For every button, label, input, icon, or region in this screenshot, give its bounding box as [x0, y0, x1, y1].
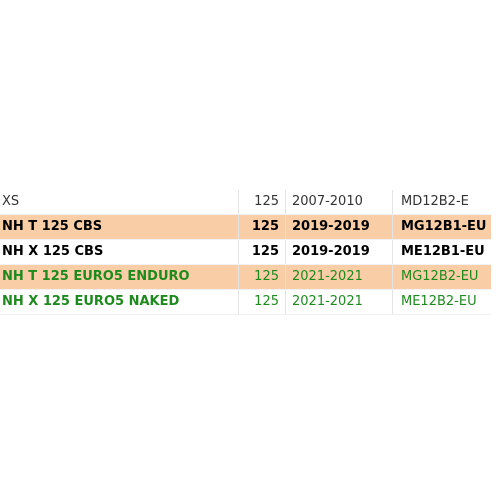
displacement: 125: [238, 239, 286, 265]
model-name: NH X 125 CBS: [0, 239, 239, 265]
table-row[interactable]: XS 125 2007-2010 MD12B2-E: [0, 190, 491, 215]
model-name: NH T 125 CBS: [0, 214, 239, 240]
table-row[interactable]: NH T 125 CBS 125 2019-2019 MG12B1-EU: [0, 214, 491, 240]
model-code: MG12B1-EU: [392, 214, 491, 240]
model-code: ME12B2-EU: [392, 289, 491, 315]
displacement: 125: [238, 289, 286, 315]
years: 2019-2019: [285, 239, 393, 265]
table-row[interactable]: NH X 125 EURO5 NAKED 125 2021-2021 ME12B…: [0, 289, 491, 315]
model-name: NH X 125 EURO5 NAKED: [0, 289, 239, 315]
years: 2021-2021: [285, 264, 393, 290]
model-name: NH T 125 EURO5 ENDURO: [0, 264, 239, 290]
years: 2021-2021: [285, 289, 393, 315]
model-code: MG12B2-EU: [392, 264, 491, 290]
table-row[interactable]: NH T 125 EURO5 ENDURO 125 2021-2021 MG12…: [0, 264, 491, 290]
displacement: 125: [238, 264, 286, 290]
displacement: 125: [238, 214, 286, 240]
years: 2007-2010: [285, 190, 393, 215]
model-code: ME12B1-EU: [392, 239, 491, 265]
years: 2019-2019: [285, 214, 393, 240]
model-code: MD12B2-E: [392, 190, 491, 215]
table-row[interactable]: NH X 125 CBS 125 2019-2019 ME12B1-EU: [0, 239, 491, 265]
model-table: XS 125 2007-2010 MD12B2-E NH T 125 CBS 1…: [0, 190, 491, 315]
model-name: XS: [0, 190, 239, 215]
displacement: 125: [238, 190, 286, 215]
